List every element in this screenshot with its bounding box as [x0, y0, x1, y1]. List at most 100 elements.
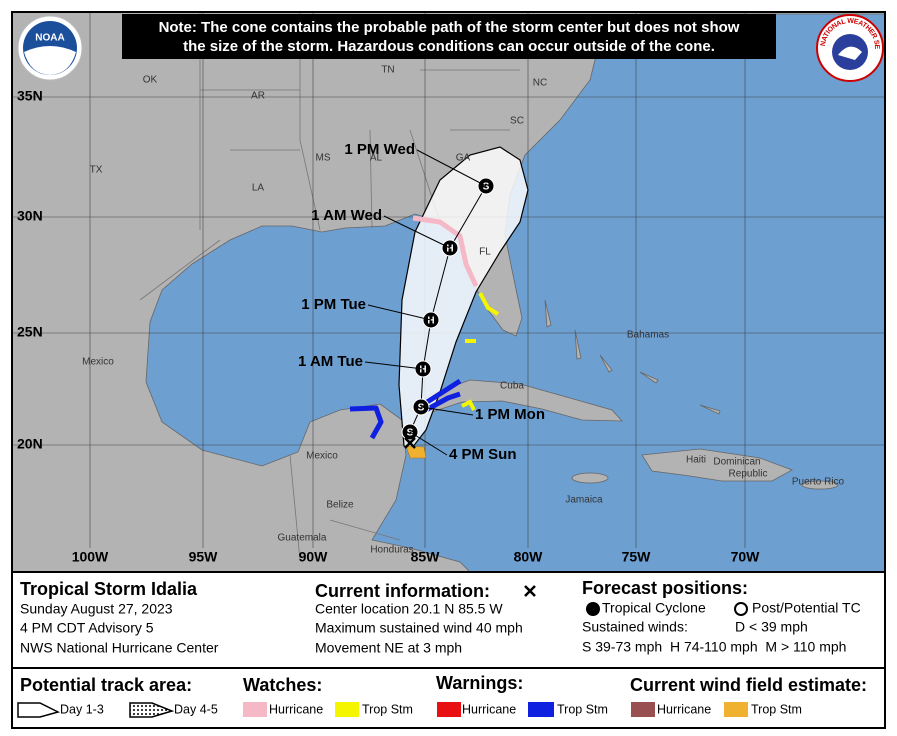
place-label: Bahamas — [627, 330, 669, 341]
wind-trop-swatch — [724, 702, 748, 717]
track-title: Potential track area: — [20, 675, 192, 695]
watch-hurricane: Hurricane — [269, 702, 323, 716]
leader-line — [383, 215, 451, 249]
watch-hurricane-swatch — [243, 702, 267, 717]
note-line: the size of the storm. Hazardous conditi… — [183, 38, 715, 55]
place-label: TN — [381, 65, 394, 76]
lat-label: 25N — [17, 324, 43, 340]
point-symbol: H — [446, 244, 453, 255]
lat-label: 35N — [17, 88, 43, 104]
forecast-label: 1 AM Tue — [298, 353, 363, 370]
post-symbol — [734, 602, 748, 616]
day45-swatch — [129, 702, 175, 718]
place-label: NC — [533, 78, 547, 89]
lon-label: 100W — [72, 549, 109, 565]
jamaica — [571, 472, 609, 484]
lat-label: 30N — [17, 208, 43, 224]
place-label: Mexico — [82, 357, 114, 368]
leader-line — [409, 431, 448, 456]
place-label: Haiti — [686, 455, 706, 466]
trop-storm-windfield — [405, 445, 427, 459]
warnings-title: Warnings: — [436, 673, 523, 693]
forecast-d: D < 39 mph — [735, 619, 808, 635]
storm-title: Tropical Storm Idalia — [20, 579, 198, 599]
storm-line: Sunday August 27, 2023 — [20, 601, 173, 617]
forecast-title: Forecast positions: — [582, 578, 748, 598]
lat-label: 20N — [17, 436, 43, 452]
place-label: MS — [316, 153, 331, 164]
lon-label: 70W — [731, 549, 761, 565]
warn-hurricane: Hurricane — [462, 702, 516, 716]
watches-title: Watches: — [243, 675, 322, 695]
note-line: Note: The cone contains the probable pat… — [159, 19, 740, 36]
forecast-categories: S 39-73 mph H 74-110 mph M > 110 mph — [582, 639, 846, 655]
day13-swatch — [17, 702, 61, 718]
forecast-label: 1 PM Mon — [475, 406, 545, 423]
noaa-logo: NOAA — [17, 15, 83, 81]
current-title: Current information: — [315, 581, 490, 601]
place-label: SC — [510, 116, 524, 127]
hurricane-watch — [412, 215, 479, 288]
leader-line — [364, 361, 424, 370]
current-line: Maximum sustained wind 40 mph — [315, 620, 523, 636]
day13-label: Day 1-3 — [60, 702, 104, 716]
place-label: Belize — [326, 500, 354, 511]
watch-trop-swatch — [335, 702, 359, 717]
place-label: Republic — [729, 469, 768, 480]
forecast-label: 4 PM Sun — [449, 446, 517, 463]
place-label: GA — [456, 153, 471, 164]
bahamas — [544, 299, 721, 415]
forecast-winds: Sustained winds: — [582, 619, 688, 635]
current-symbol — [524, 585, 536, 597]
note-box — [122, 14, 776, 59]
leader-line — [420, 406, 474, 416]
trop-storm-watch — [461, 292, 500, 411]
place-label: FL — [479, 247, 491, 258]
forecast-label: 1 PM Tue — [301, 296, 366, 313]
lon-label: 80W — [514, 549, 544, 565]
point-symbol: H — [419, 365, 426, 376]
watch-trop: Trop Stm — [362, 702, 413, 716]
cuba — [406, 379, 623, 422]
place-label: Puerto Rico — [792, 477, 845, 488]
storm-line: 4 PM CDT Advisory 5 — [20, 620, 154, 636]
place-label: Dominican — [713, 457, 760, 468]
lon-label: 90W — [299, 549, 329, 565]
place-label: Honduras — [370, 545, 413, 556]
place-label: AR — [251, 91, 265, 102]
day45-label: Day 4-5 — [174, 702, 218, 716]
wind-hurricane-swatch — [631, 702, 655, 717]
place-labels: OK TN NC AR SC MS AL GA TX LA FL Mexico Bahamas Cuba H… — [82, 65, 844, 556]
place-label: Jamaica — [565, 495, 603, 506]
current-position — [404, 437, 416, 449]
storm-line: NWS National Hurricane Center — [20, 640, 219, 656]
lon-label: 85W — [411, 549, 441, 565]
label-leaders: 1 PM Wed 1 AM Wed 1 PM Tue 1 AM Tue 1 PM Mon… — [298, 141, 545, 463]
puerto-rico — [801, 480, 839, 490]
coord-labels: 35N 30N 25N 20N 100W 95W 90W 85W 80W 75W 70W — [17, 88, 760, 565]
forecast-label: 1 PM Wed — [344, 141, 415, 158]
place-label: TX — [90, 165, 103, 176]
point-symbol: S — [483, 182, 490, 193]
warn-trop-swatch — [528, 702, 554, 717]
noaa-text: NOAA — [35, 33, 64, 44]
place-label: LA — [252, 183, 265, 194]
place-label: Cuba — [500, 381, 524, 392]
wind-hurricane: Hurricane — [657, 702, 711, 716]
place-label: AL — [370, 153, 383, 164]
lon-label: 75W — [622, 549, 652, 565]
forecast-tropical: Tropical Cyclone — [602, 600, 706, 616]
forecast-label: 1 AM Wed — [311, 207, 382, 224]
current-line: Movement NE at 3 mph — [315, 640, 462, 656]
hispaniola — [641, 448, 793, 482]
leader-line — [416, 149, 487, 187]
point-symbol: S — [418, 403, 425, 414]
place-label: Mexico — [306, 451, 338, 462]
lon-label: 95W — [189, 549, 219, 565]
point-symbol: S — [407, 428, 414, 439]
point-symbol: H — [427, 316, 434, 327]
forecast-post: Post/Potential TC — [752, 600, 861, 616]
